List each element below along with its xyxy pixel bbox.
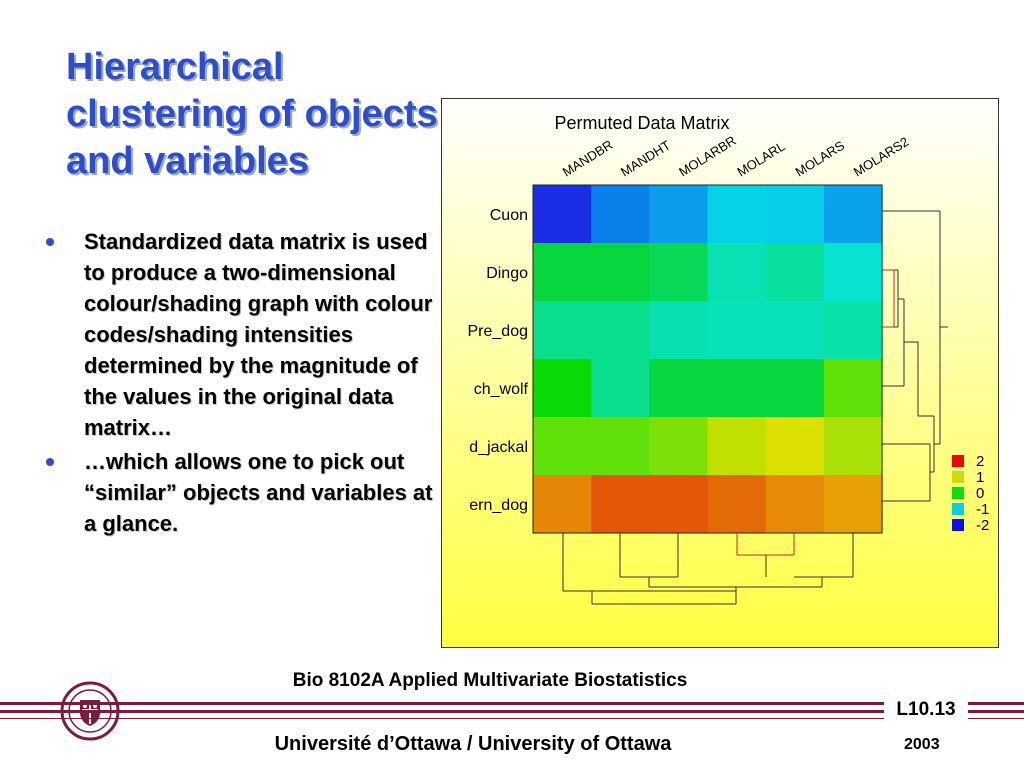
row-label: d_jackal [469, 439, 528, 456]
heatmap-cell [591, 185, 650, 244]
heatmap-cell [824, 359, 883, 418]
legend-label: 0 [976, 485, 984, 502]
bullet-text: Standardized data matrix is used to prod… [84, 229, 433, 440]
heatmap-cell [765, 185, 825, 244]
heatmap-cell [591, 301, 650, 360]
heatmap-cell [707, 475, 767, 534]
footer-rule-bottom [0, 710, 1024, 713]
bullet-text: …which allows one to pick out “similar” … [84, 449, 433, 536]
heatmap-cell [824, 417, 883, 476]
heatmap-cell [591, 417, 650, 476]
figure-title: Permuted Data Matrix [554, 113, 729, 133]
row-label: Pre_dog [468, 323, 529, 340]
bullet-list: Standardized data matrix is used to prod… [44, 226, 434, 542]
heatmap-cell [824, 301, 883, 360]
legend-swatch [952, 471, 964, 483]
legend-swatch [952, 455, 964, 467]
heatmap-cell [707, 417, 767, 476]
footer-course-title: Bio 8102A Applied Multivariate Biostatis… [292, 670, 688, 691]
footer-university: Université d’Ottawa / University of Otta… [274, 733, 672, 755]
legend-label: -2 [976, 517, 989, 534]
heatmap-cell [649, 301, 709, 360]
heatmap-cell [591, 359, 650, 418]
legend-label: 2 [976, 453, 984, 470]
heatmap-cell [591, 243, 650, 302]
heatmap-cell [765, 301, 825, 360]
title-line-3: and variables [66, 140, 309, 182]
heatmap-cell [707, 185, 767, 244]
color-legend: 210-1-2 [952, 453, 989, 534]
bullet-item: …which allows one to pick out “similar” … [44, 446, 434, 539]
footer-rule-thin [0, 718, 1024, 719]
legend-swatch [952, 487, 964, 499]
heatmap-cell [824, 243, 883, 302]
heatmap-cell [533, 475, 592, 534]
heatmap-cell [649, 475, 709, 534]
heatmap-cell [765, 475, 825, 534]
heatmap-cell [591, 475, 650, 534]
row-label: Dingo [486, 265, 528, 282]
legend-swatch [952, 503, 964, 515]
heatmap-cell [533, 417, 592, 476]
slide-title: Hierarchical clustering of objects and v… [66, 44, 438, 185]
heatmap-figure: Permuted Data Matrix MANDBR MANDHT MOLARBR… [441, 98, 999, 648]
heatmap-cell [824, 475, 883, 534]
heatmap-cell [533, 185, 592, 244]
row-label: Cuon [490, 207, 528, 224]
bullet-item: Standardized data matrix is used to prod… [44, 226, 434, 443]
heatmap-cell [824, 185, 883, 244]
legend-swatch [952, 519, 964, 531]
footer-year: 2003 [904, 736, 940, 753]
heatmap-cell [765, 243, 825, 302]
heatmap-cell [707, 359, 767, 418]
heatmap-cell [649, 185, 709, 244]
legend-label: -1 [976, 501, 989, 518]
heatmap-cell [533, 301, 592, 360]
bullet-dot-icon [46, 458, 54, 466]
heatmap-border [532, 184, 883, 534]
row-label: ern_dog [469, 497, 528, 514]
row-labels: Cuon Dingo Pre_dog ch_wolf d_jackal ern_dog [468, 207, 529, 514]
bullet-dot-icon [46, 238, 54, 246]
lecture-number: L10.13 [884, 698, 968, 722]
title-line-2: clustering of objects [66, 93, 438, 135]
heatmap-cells [533, 185, 883, 534]
legend-label: 1 [976, 469, 984, 486]
heatmap-cell [649, 243, 709, 302]
heatmap-cell [533, 243, 592, 302]
heatmap-cell [533, 359, 592, 418]
heatmap-cell [707, 301, 767, 360]
row-label: ch_wolf [474, 381, 529, 398]
heatmap-cell [649, 417, 709, 476]
heatmap-svg: Permuted Data Matrix MANDBR MANDHT MOLARBR… [442, 99, 998, 647]
heatmap-cell [649, 359, 709, 418]
heatmap-cell [765, 417, 825, 476]
row-dendrogram-highlight [882, 269, 895, 328]
heatmap-cell [707, 243, 767, 302]
footer-rule-top [0, 702, 1024, 705]
column-dendrogram-highlight [736, 533, 795, 556]
heatmap-cell [765, 359, 825, 418]
title-line-1: Hierarchical [66, 46, 284, 88]
